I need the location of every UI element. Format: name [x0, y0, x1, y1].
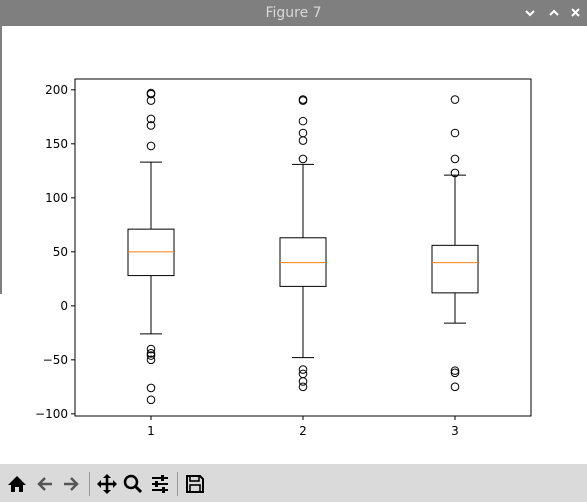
- pan-icon: [97, 474, 117, 494]
- flier-point: [146, 96, 156, 105]
- axes-frame: [74, 78, 532, 417]
- flier-point: [450, 95, 460, 104]
- flier-point: [146, 344, 156, 354]
- flier-point: [298, 116, 308, 126]
- zoom-button[interactable]: [122, 473, 144, 495]
- flier-point: [298, 96, 308, 105]
- flier-point: [450, 128, 460, 138]
- save-button[interactable]: [184, 473, 206, 495]
- flier-point: [298, 365, 308, 374]
- configure-subplots-button[interactable]: [149, 473, 171, 495]
- home-icon: [8, 476, 26, 492]
- window-left-border: [0, 26, 2, 294]
- boxplot-chart: −100 −50 0 50 100 150 200 1 2 3: [35, 78, 532, 438]
- flier-point: [298, 154, 308, 164]
- flier-point: [146, 121, 156, 130]
- flier-point: [146, 89, 156, 99]
- zoom-icon: [123, 474, 143, 494]
- flier-point: [298, 136, 308, 145]
- forward-button[interactable]: [60, 473, 82, 495]
- flier-point: [450, 368, 460, 378]
- flier-point: [146, 349, 156, 358]
- flier-point: [146, 351, 156, 360]
- flier-point: [450, 366, 460, 375]
- flier-point: [298, 382, 308, 392]
- home-button[interactable]: [6, 473, 28, 495]
- flier-point: [450, 154, 460, 164]
- toolbar-separator: [89, 472, 90, 496]
- box: [279, 237, 327, 287]
- flier-point: [146, 141, 156, 151]
- maximize-button[interactable]: [545, 3, 563, 23]
- y-tick-label: −50: [43, 353, 68, 367]
- box: [127, 228, 175, 277]
- y-tick-label: 150: [45, 137, 68, 151]
- flier-point: [298, 377, 308, 386]
- pan-button[interactable]: [96, 473, 118, 495]
- y-tick-label: 100: [45, 191, 68, 205]
- y-tick-label: −100: [35, 407, 68, 421]
- figure-canvas[interactable]: −100 −50 0 50 100 150 200 1 2 3: [0, 26, 587, 464]
- close-button[interactable]: [567, 3, 585, 23]
- back-button[interactable]: [34, 473, 56, 495]
- minimize-button[interactable]: [521, 3, 539, 23]
- navigation-toolbar: [0, 464, 587, 502]
- y-tick-label: 50: [53, 245, 68, 259]
- flier-point: [450, 382, 460, 392]
- x-tick-label: 3: [451, 424, 459, 438]
- x-tick-label: 2: [299, 424, 307, 438]
- chevron-up-icon: [549, 9, 559, 16]
- toolbar-separator: [177, 472, 178, 496]
- flier-point: [450, 168, 460, 178]
- y-tick-label: 200: [45, 83, 68, 97]
- x-tick-label: 1: [147, 424, 155, 438]
- flier-point: [146, 355, 156, 365]
- box: [431, 244, 479, 294]
- flier-point: [146, 114, 156, 124]
- save-icon: [186, 475, 204, 493]
- y-tick-label: 0: [60, 299, 68, 313]
- configure-subplots-icon: [152, 475, 168, 493]
- close-icon: [571, 8, 580, 17]
- chevron-down-icon: [525, 10, 535, 17]
- back-icon: [37, 477, 52, 491]
- flier-point: [146, 383, 156, 393]
- forward-icon: [64, 477, 79, 491]
- flier-point: [146, 395, 156, 405]
- title-bar[interactable]: Figure 7: [0, 0, 587, 26]
- window-title: Figure 7: [265, 5, 322, 21]
